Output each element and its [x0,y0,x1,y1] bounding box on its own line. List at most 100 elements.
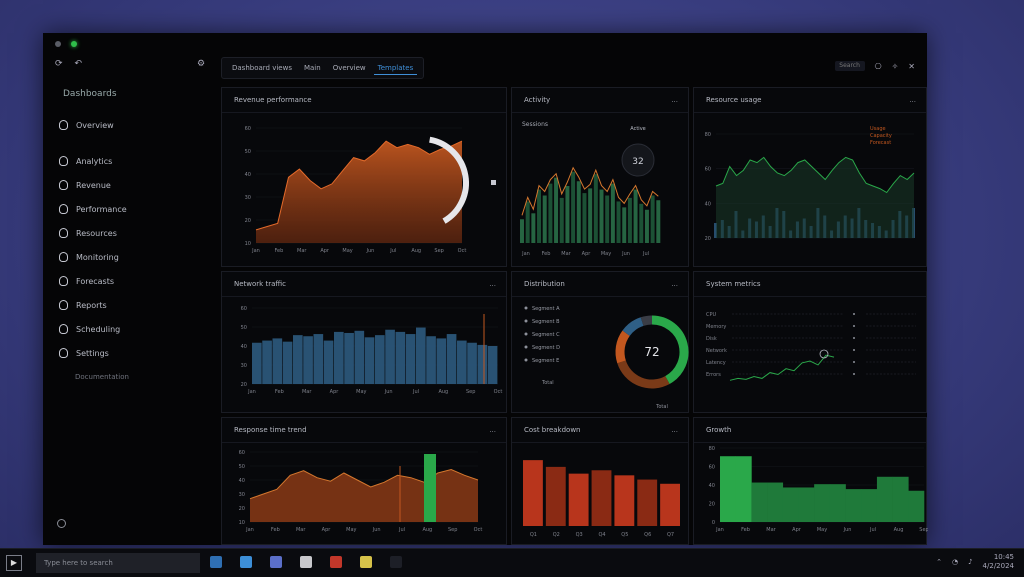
documentation-link[interactable]: Documentation [75,373,129,381]
refresh-icon[interactable]: ⟳ [55,59,63,69]
sidebar-item-monitoring[interactable]: Monitoring [59,245,209,269]
activity-bar [656,200,661,243]
revenue-performance-panel: Revenue performance 60 50 40 30 20 10 Jan Feb Ma… [221,87,507,267]
close-icon[interactable]: ✕ [908,61,915,71]
tab-templates[interactable]: Templates [373,62,418,75]
sidebar-item-resources[interactable]: Resources [59,221,209,245]
response-area [250,469,478,522]
search-input[interactable]: Search [834,61,865,71]
x-tick-label: Sep [434,248,443,254]
mail-icon[interactable] [240,556,252,568]
folder-icon[interactable] [360,556,372,568]
growth-bar [892,476,909,522]
sidebar-nav: Overview Analytics Revenue Performance R… [59,113,209,389]
sidebar-item-revenue[interactable]: Revenue [59,173,209,197]
panel-menu-icon[interactable]: ... [671,280,678,288]
activity-line [521,166,659,216]
distribution-panel: Distribution ... Segment A Segment B Segme… [511,271,689,413]
y-tick-label: 40 [705,201,711,207]
cost-bar [660,483,680,526]
back-icon[interactable]: ↶ [74,59,83,69]
chevron-up-icon[interactable]: ⌃ [936,558,942,566]
panel-divider [694,296,926,297]
bell-icon[interactable]: ⎔ [874,61,882,71]
settings-icon[interactable]: ✧ [891,61,899,71]
sidebar-item-reports[interactable]: Reports [59,293,209,317]
y-tick-label: 30 [245,195,251,201]
x-tick-label: Q6 [644,532,651,538]
x-tick-label: Jan [715,527,724,533]
activity-bar [548,183,553,243]
highlight-bar [424,454,436,522]
activity-bar [571,171,576,243]
user-circle-icon[interactable] [57,519,66,528]
growth-bar [829,484,846,522]
x-tick-label: Mar [296,527,306,533]
growth-bar [735,456,752,522]
traffic-bar [467,342,477,384]
sidebar-item-scheduling[interactable]: Scheduling [59,317,209,341]
sidebar-item-label: Analytics [76,156,113,166]
volume-icon[interactable]: ♪ [968,558,973,566]
panel-title: Network traffic [234,280,286,288]
sidebar-item-overview[interactable]: Overview [59,113,209,137]
sidebar-item-settings[interactable]: Settings [59,341,209,365]
app-icon[interactable] [390,556,402,568]
clock[interactable]: 10:45 4/2/2024 [983,553,1014,571]
tab-overview[interactable]: Overview [332,64,366,72]
x-tick-label: Aug [894,527,904,533]
metric-label: CPU [706,312,717,318]
start-button[interactable]: ▶ [6,555,22,571]
panel-divider [222,112,506,113]
page-icon [59,180,68,190]
sidebar-item-label: Settings [76,348,109,358]
traffic-bar [282,341,293,384]
window-dot-active-icon[interactable] [71,41,77,47]
top-toolbar: Dashboard views Main Overview Templates … [219,53,927,81]
activity-bar [588,188,593,243]
y-tick-label: 30 [241,363,247,369]
tab-main[interactable]: Main [303,64,321,72]
panel-menu-icon[interactable]: ... [671,426,678,434]
sidebar-item-forecasts[interactable]: Forecasts [59,269,209,293]
activity-bar [565,186,570,243]
taskbar: ▶ Type here to search ⌃ ◔ ♪ 10:45 4/2/20… [0,548,1024,577]
traffic-bar [293,335,303,384]
tab-dashboard-views[interactable]: Dashboard views [232,64,292,72]
x-tick-label: Mar [561,251,571,257]
panel-title: Distribution [524,280,565,288]
traffic-bar [262,340,272,384]
sidebar-item-analytics[interactable]: Analytics [59,149,209,173]
y-tick-label: 20 [239,506,245,512]
panel-menu-icon[interactable]: ... [909,96,916,104]
panel-menu-icon[interactable]: ... [671,96,678,104]
traffic-bar [375,335,385,384]
panel-menu-icon[interactable]: ... [489,280,496,288]
network-icon[interactable]: ◔ [951,558,959,566]
sidebar-item-label: Revenue [76,180,111,190]
window-dot-icon[interactable] [55,41,61,47]
taskbar-search-input[interactable]: Type here to search [36,553,200,573]
legend-dot [524,319,528,323]
sidebar-item-performance[interactable]: Performance [59,197,209,221]
x-tick-label: Apr [322,527,332,533]
traffic-bar [457,340,467,384]
explorer-icon[interactable] [210,556,222,568]
x-tick-label: Apr [792,527,802,533]
cost-bar [637,479,658,526]
panel-menu-icon[interactable]: ... [489,426,496,434]
x-tick-label: Jun [372,527,381,533]
document-icon[interactable] [300,556,312,568]
metric-dot [853,337,855,339]
sidebar-item-label: Overview [76,120,114,130]
page-icon [59,348,68,358]
gear-icon[interactable]: ⚙ [197,59,206,69]
sidebar-top-icons: ⟳ ↶ [55,59,82,69]
media-icon[interactable] [330,556,342,568]
y-tick-label: 60 [241,306,247,312]
browser-icon[interactable] [270,556,282,568]
usage-bar [714,223,717,238]
y-tick-label: 40 [709,483,715,489]
metric-label: Network [706,348,727,354]
x-tick-label: Sep [919,527,928,533]
